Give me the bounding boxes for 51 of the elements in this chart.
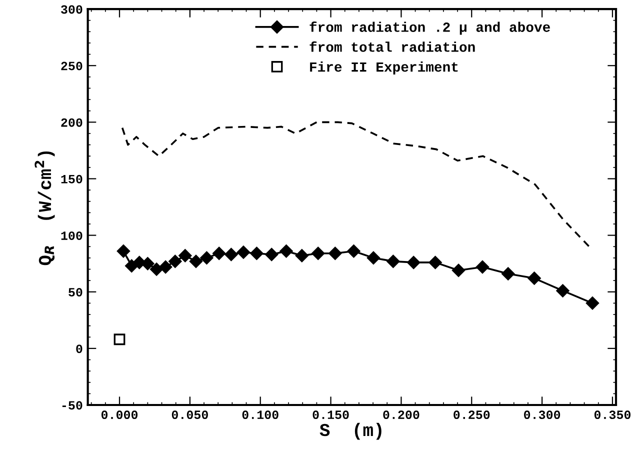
- point: [452, 264, 466, 277]
- point: [224, 248, 238, 262]
- point: [502, 267, 515, 280]
- point: [386, 254, 400, 268]
- point: [366, 251, 380, 265]
- point: [141, 256, 154, 270]
- point: [114, 334, 126, 346]
- x-tick-label: 0.050: [172, 410, 208, 420]
- point: [312, 246, 325, 260]
- legend-label: Fire II Experiment: [310, 62, 458, 74]
- point: [428, 256, 442, 270]
- legend-label: from radiation .2 μ and above: [310, 22, 550, 35]
- line-series: [121, 121, 592, 250]
- x-tick-label: 0.250: [454, 410, 490, 420]
- x-tick-label: 0.000: [101, 410, 138, 420]
- point: [586, 296, 600, 310]
- x-tick-label: 0.200: [383, 410, 420, 420]
- point: [158, 260, 172, 274]
- point: [476, 260, 490, 274]
- x-tick-label: 0.350: [594, 410, 631, 420]
- y-tick-label: 100: [61, 231, 82, 240]
- point: [528, 272, 541, 285]
- x-tick-label: 0.100: [242, 410, 278, 420]
- legend-label: from total radiation: [310, 41, 475, 52]
- point: [200, 251, 214, 265]
- y-tick-label: 250: [61, 62, 82, 70]
- point: [236, 246, 250, 259]
- point: [116, 244, 130, 258]
- point: [265, 248, 278, 262]
- y-tick-label: 200: [61, 118, 82, 127]
- point: [347, 244, 360, 258]
- x-tick-label: 0.300: [524, 410, 560, 420]
- point: [168, 254, 182, 268]
- point: [407, 256, 420, 270]
- x-tick-label: 0.150: [312, 410, 349, 420]
- y-tick-label: 50: [68, 288, 82, 297]
- y-tick-label: -50: [62, 401, 82, 410]
- point: [280, 244, 293, 258]
- y-tick-label: 150: [61, 174, 82, 184]
- x-axis-title: S (m): [320, 422, 382, 440]
- point: [556, 284, 570, 298]
- y-tick-label: 300: [61, 5, 82, 14]
- text: Q$_{R}$ (W/cm$^{2}$): [34, 151, 55, 266]
- point: [189, 254, 203, 268]
- point: [150, 262, 164, 276]
- point: [250, 246, 264, 260]
- point: [328, 246, 342, 260]
- point: [212, 246, 226, 260]
- y-tick-label: 0: [76, 344, 82, 354]
- point: [178, 249, 192, 262]
- point: [295, 249, 308, 262]
